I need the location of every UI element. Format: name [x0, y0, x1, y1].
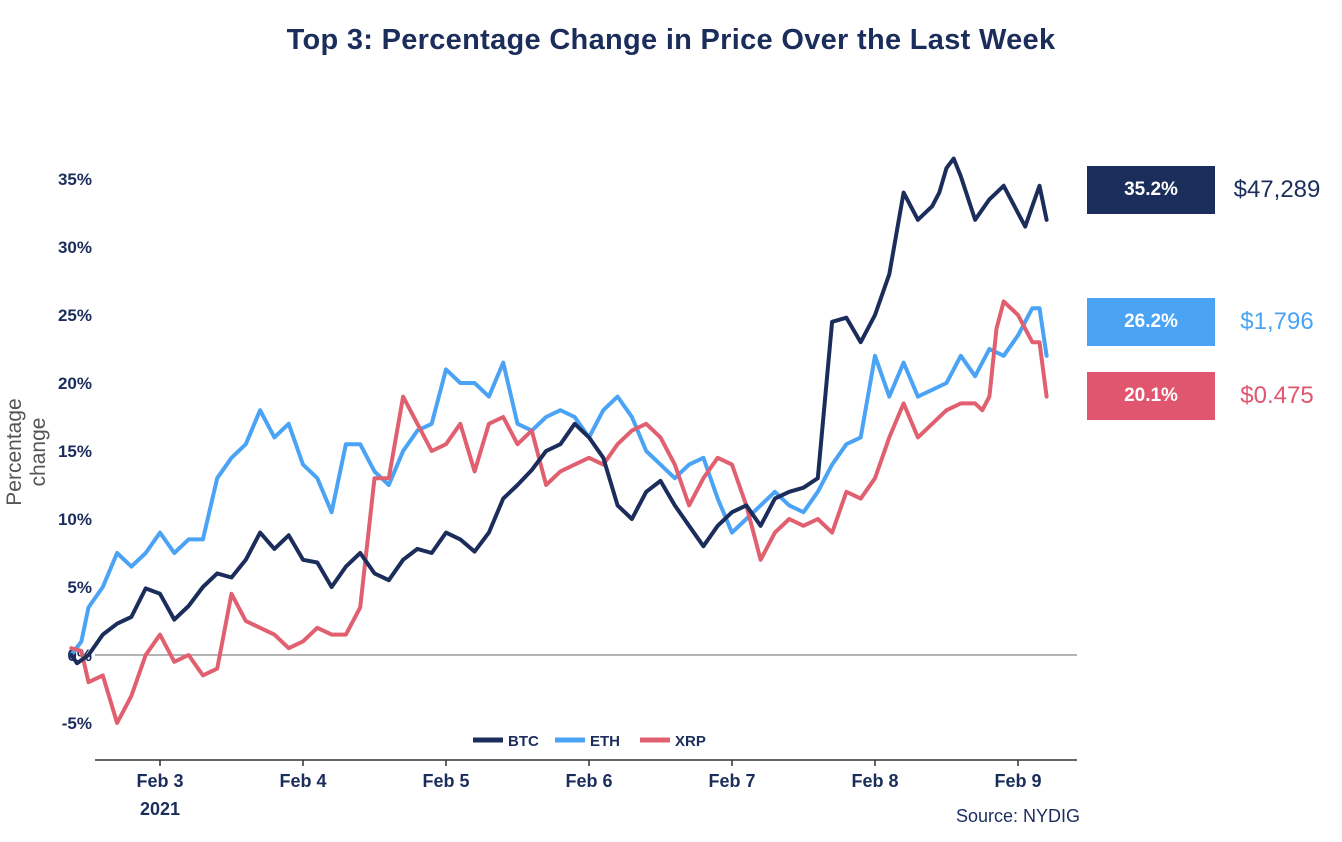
- btc-change-badge: 35.2%: [1087, 166, 1215, 214]
- eth-change-badge: 26.2%: [1087, 298, 1215, 346]
- legend-label-xrp: XRP: [675, 733, 706, 750]
- x-tick-label: Feb 6: [565, 771, 612, 791]
- x-tick-label: Feb 9: [994, 771, 1041, 791]
- legend-label-eth: ETH: [590, 733, 620, 750]
- series-line-xrp: [69, 299, 1049, 725]
- y-tick-label: 30%: [58, 238, 92, 257]
- y-tick-label: 35%: [58, 170, 92, 189]
- y-tick-label: -5%: [62, 714, 92, 733]
- y-tick-label: 15%: [58, 442, 92, 461]
- x-tick-sublabel: 2021: [140, 799, 180, 819]
- legend-label-btc: BTC: [508, 733, 539, 750]
- eth-price-label: $1,796: [1240, 308, 1314, 335]
- y-tick-label: 20%: [58, 374, 92, 393]
- xrp-change-badge: 20.1%: [1087, 372, 1215, 420]
- x-tick-label: Feb 3: [136, 771, 183, 791]
- x-tick-label: Feb 8: [851, 771, 898, 791]
- series-line-btc: [69, 156, 1049, 666]
- series-line-eth: [69, 306, 1049, 657]
- x-tick-label: Feb 7: [708, 771, 755, 791]
- y-tick-label: 10%: [58, 510, 92, 529]
- btc-price-label: $47,289: [1233, 176, 1321, 203]
- x-tick-label: Feb 5: [422, 771, 469, 791]
- x-tick-label: Feb 4: [279, 771, 326, 791]
- y-tick-label: 5%: [67, 578, 92, 597]
- xrp-price-label: $0.475: [1240, 382, 1314, 409]
- y-tick-label: 25%: [58, 306, 92, 325]
- chart-title: Top 3: Percentage Change in Price Over t…: [286, 24, 1056, 56]
- source-note: Source: NYDIG: [955, 806, 1080, 826]
